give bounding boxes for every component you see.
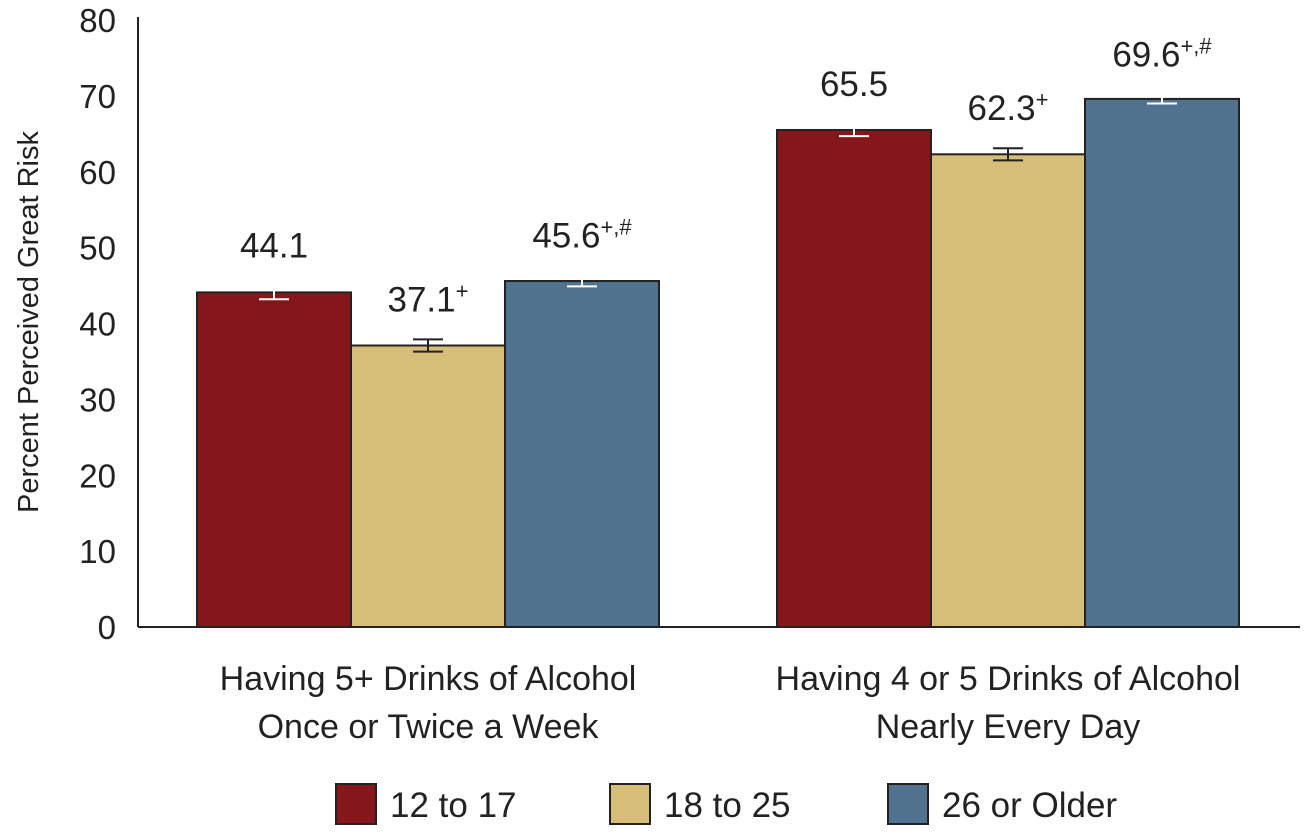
- category-label-line2: Nearly Every Day: [876, 708, 1141, 746]
- data-label-value: 69.6: [1112, 35, 1180, 74]
- y-tick-label: 10: [79, 533, 116, 570]
- error-bars: [259, 93, 1177, 353]
- data-label: 37.1+: [388, 278, 469, 319]
- data-label: 65.5: [820, 65, 888, 104]
- legend: 12 to 17 18 to 25 26 or Older: [335, 783, 1117, 825]
- legend-swatch: [887, 783, 929, 825]
- legend-swatch: [609, 783, 651, 825]
- y-tick-label: 40: [79, 306, 116, 343]
- legend-label: 18 to 25: [664, 786, 791, 825]
- y-tick-label: 20: [79, 457, 116, 494]
- bar-2-1: [776, 129, 932, 629]
- y-tick-label: 80: [79, 2, 116, 39]
- y-tick-label: 70: [79, 78, 116, 115]
- category-label-line1: Having 5+ Drinks of Alcohol: [220, 660, 637, 698]
- bar-2-3: [1084, 97, 1240, 629]
- bar-1-3: [504, 280, 660, 628]
- data-label-value: 44.1: [240, 227, 308, 266]
- data-label-superscript: +: [1036, 87, 1049, 112]
- legend-label: 12 to 17: [390, 786, 517, 825]
- legend-swatch: [335, 783, 377, 825]
- bar-series: [196, 97, 1240, 629]
- data-labels: 44.137.1+45.6+,#65.562.3+69.6+,#: [240, 33, 1212, 319]
- data-label-superscript: +: [456, 278, 469, 303]
- data-label: 69.6+,#: [1112, 33, 1212, 74]
- y-axis-label-group: Percent Perceived Great Risk: [13, 131, 45, 513]
- y-axis-ticks: 0 10 20 30 40 50 60 70 80: [79, 2, 116, 646]
- y-tick-label: 30: [79, 381, 116, 418]
- y-axis-label: Percent Perceived Great Risk: [13, 131, 45, 513]
- legend-label: 26 or Older: [942, 786, 1117, 825]
- data-label-value: 65.5: [820, 65, 888, 104]
- category-labels: Having 5+ Drinks of Alcohol Once or Twice…: [220, 660, 1241, 746]
- category-label-line1: Having 4 or 5 Drinks of Alcohol: [776, 660, 1241, 698]
- data-label-superscript: +,#: [600, 215, 632, 240]
- y-tick-label: 0: [98, 609, 116, 646]
- bar-1-2: [350, 344, 506, 628]
- bar-1-1: [196, 291, 352, 628]
- bar-2-2: [930, 153, 1086, 629]
- category-label-line2: Once or Twice a Week: [258, 708, 600, 746]
- y-tick-label: 50: [79, 230, 116, 267]
- data-label-superscript: +,#: [1180, 33, 1212, 58]
- data-label-value: 37.1: [388, 280, 456, 319]
- data-label-value: 45.6: [532, 217, 600, 256]
- y-tick-label: 60: [79, 154, 116, 191]
- data-label: 45.6+,#: [532, 215, 632, 256]
- axes: [137, 17, 1300, 628]
- data-label-value: 62.3: [968, 89, 1036, 128]
- data-label: 44.1: [240, 227, 308, 266]
- data-label: 62.3+: [968, 87, 1049, 128]
